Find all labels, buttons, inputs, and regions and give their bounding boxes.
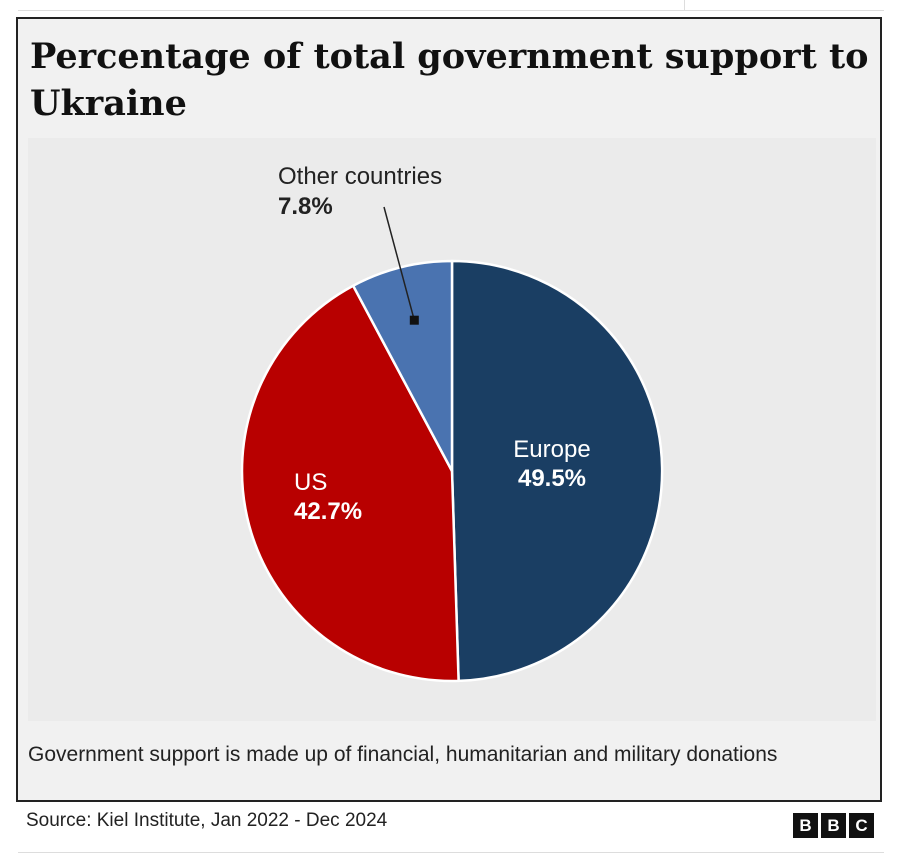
- logo-letter: B: [793, 813, 818, 838]
- chart-source: Source: Kiel Institute, Jan 2022 - Dec 2…: [26, 810, 388, 831]
- top-divider: [18, 10, 884, 11]
- top-divider-tick: [684, 0, 685, 10]
- other-countries-leader-dot: [409, 315, 419, 325]
- pie-chart: Europe 49.5% US 42.7% Other countries 7.…: [240, 163, 664, 683]
- plot-area: Europe 49.5% US 42.7% Other countries 7.…: [28, 138, 876, 721]
- logo-letter: C: [849, 813, 874, 838]
- europe-label: Europe: [513, 436, 590, 463]
- bbc-logo: B B C: [793, 813, 874, 838]
- other-countries-value: 7.8%: [278, 193, 333, 220]
- chart-title: Percentage of total government support t…: [30, 36, 869, 124]
- logo-letter: B: [821, 813, 846, 838]
- chart-card: Percentage of total government support t…: [16, 17, 882, 802]
- us-value: 42.7%: [294, 498, 362, 525]
- chart-note: Government support is made up of financi…: [28, 743, 778, 766]
- other-countries-label: Other countries: [278, 163, 442, 190]
- europe-value: 49.5%: [518, 465, 586, 492]
- us-label: US: [294, 469, 327, 496]
- other-countries-leader-line: [383, 206, 416, 321]
- bottom-divider: [18, 852, 884, 853]
- pie-slice-other-countries: [351, 259, 454, 473]
- pie-slice-europe: [450, 259, 664, 683]
